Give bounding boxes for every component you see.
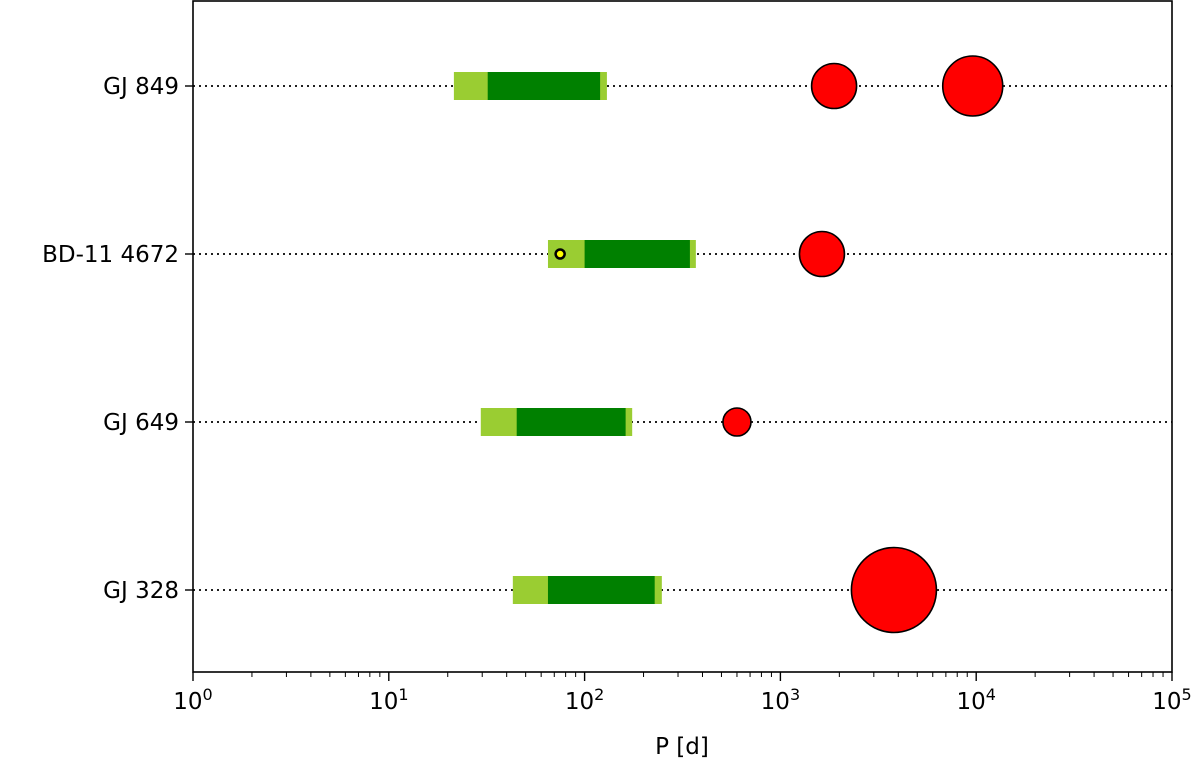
- conservative-zone-bar: [516, 408, 626, 436]
- conservative-zone-bar: [547, 576, 655, 604]
- guide-lines: [193, 85, 1172, 591]
- x-tick-label: 105: [1152, 685, 1191, 715]
- x-tick-label: 104: [956, 685, 995, 715]
- planet-markers: [554, 55, 1004, 634]
- planet-marker: [810, 62, 858, 110]
- y-tick-label: GJ 649: [103, 410, 179, 436]
- x-tick-label: 100: [173, 685, 212, 715]
- y-tick-label: BD-11 4672: [42, 242, 179, 268]
- x-tick-label: 103: [761, 685, 800, 715]
- conservative-zone-bar: [584, 240, 690, 268]
- planet-marker: [850, 546, 938, 634]
- x-axis-ticks: 100 101 102 103 104 105: [173, 672, 1192, 715]
- planet-marker: [798, 230, 846, 278]
- x-tick-label: 102: [565, 685, 604, 715]
- y-tick-label: GJ 849: [103, 74, 179, 100]
- x-axis-label: P [d]: [655, 734, 709, 760]
- x-tick-label: 101: [369, 685, 408, 715]
- y-axis-ticks: GJ 849 BD-11 4672 GJ 649 GJ 328: [42, 74, 193, 604]
- habitable-zone-bars: [453, 72, 696, 604]
- planet-marker: [722, 407, 752, 437]
- planet-marker: [941, 55, 1004, 117]
- y-tick-label: GJ 328: [103, 578, 179, 604]
- plot-frame: [192, 0, 1173, 673]
- conservative-zone-bar: [487, 72, 601, 100]
- planet-marker: [554, 248, 566, 260]
